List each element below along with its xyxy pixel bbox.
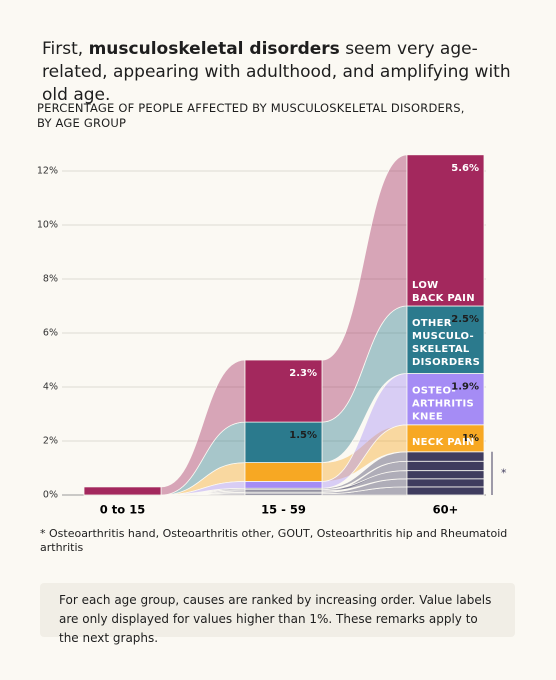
bar-segment [406,424,485,453]
series-label: OTHER [412,318,452,329]
series-label: ARTHRITIS [412,399,474,410]
bar-segment [406,460,485,472]
bar-segment [244,462,323,482]
subtitle-line: PERCENTAGE OF PEOPLE AFFECTED BY MUSCULO… [37,101,465,115]
y-tick-label: 2% [43,436,58,447]
series-label: SKELETAL [412,344,470,355]
bar-segment [406,373,485,426]
bar-segment [406,451,485,462]
note-text: For each age group, causes are ranked by… [59,593,492,645]
value-label: 1.9% [451,382,479,393]
series-label: OSTEO- [412,386,456,397]
title-bold: musculoskeletal disorders [88,39,340,59]
y-tick-label: 12% [37,166,58,177]
footnote: * Osteoarthritis hand, Osteoarthritis ot… [40,527,508,554]
bar-segment [406,478,485,488]
bar-segment [244,421,323,464]
subtitle-line: BY AGE GROUP [37,116,127,130]
bar-segment [83,486,162,496]
bar-segment [406,486,485,496]
series-label: MUSCULO- [412,331,474,342]
x-tick-label: 15 - 59 [261,503,306,517]
value-label: 1% [462,433,479,444]
value-label: 5.6% [451,163,479,174]
series-label: BACK PAIN [412,293,475,304]
series-label: NECK PAIN [412,437,475,448]
others-marker: * [501,466,507,479]
bar-segment [244,359,323,423]
subtitle: PERCENTAGE OF PEOPLE AFFECTED BY MUSCULO… [37,101,465,131]
x-tick-label: 0 to 15 [100,503,145,517]
series-label: KNEE [412,412,443,423]
y-tick-label: 10% [37,220,58,231]
y-tick-label: 0% [43,490,58,501]
chart-title: First, musculoskeletal disorders seem ve… [42,38,512,107]
title-rest: seem very age-related, appearing with ad… [42,39,511,105]
x-tick-label: 60+ [433,503,459,517]
series-label: DISORDERS [412,357,480,368]
value-label: 1.5% [289,430,317,441]
bar-segment [406,154,485,307]
value-label: 2.5% [451,314,479,325]
series-label: LOW [412,280,438,291]
note-box: For each age group, causes are ranked by… [40,583,515,645]
bar-segment [406,305,485,374]
title-lead: First, [42,39,84,59]
bar-segment [406,470,485,480]
y-tick-label: 8% [43,274,58,285]
y-tick-label: 6% [43,328,58,339]
value-label: 2.3% [289,368,317,379]
bar-segment [244,481,323,489]
y-tick-label: 4% [43,382,58,393]
